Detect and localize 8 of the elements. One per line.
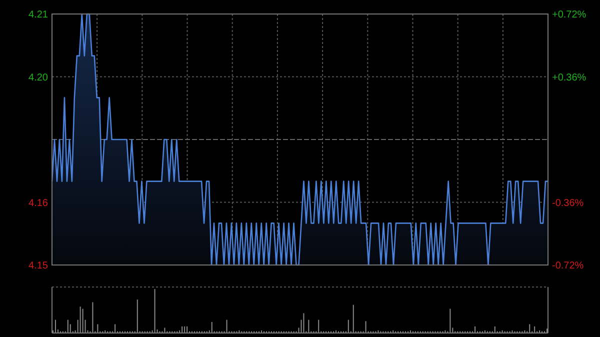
y2-tick-label: +0.72% [552,10,586,20]
y-tick-label: 4.16 [28,198,48,209]
y-tick-label: 4.20 [28,72,48,84]
y-tick-label: 4.15 [28,260,48,272]
y2-tick-label: +0.36% [552,72,586,84]
y-tick-label: 4.21 [28,10,48,20]
y2-tick-label: -0.72% [552,260,584,272]
y2-tick-label: -0.36% [552,198,584,209]
